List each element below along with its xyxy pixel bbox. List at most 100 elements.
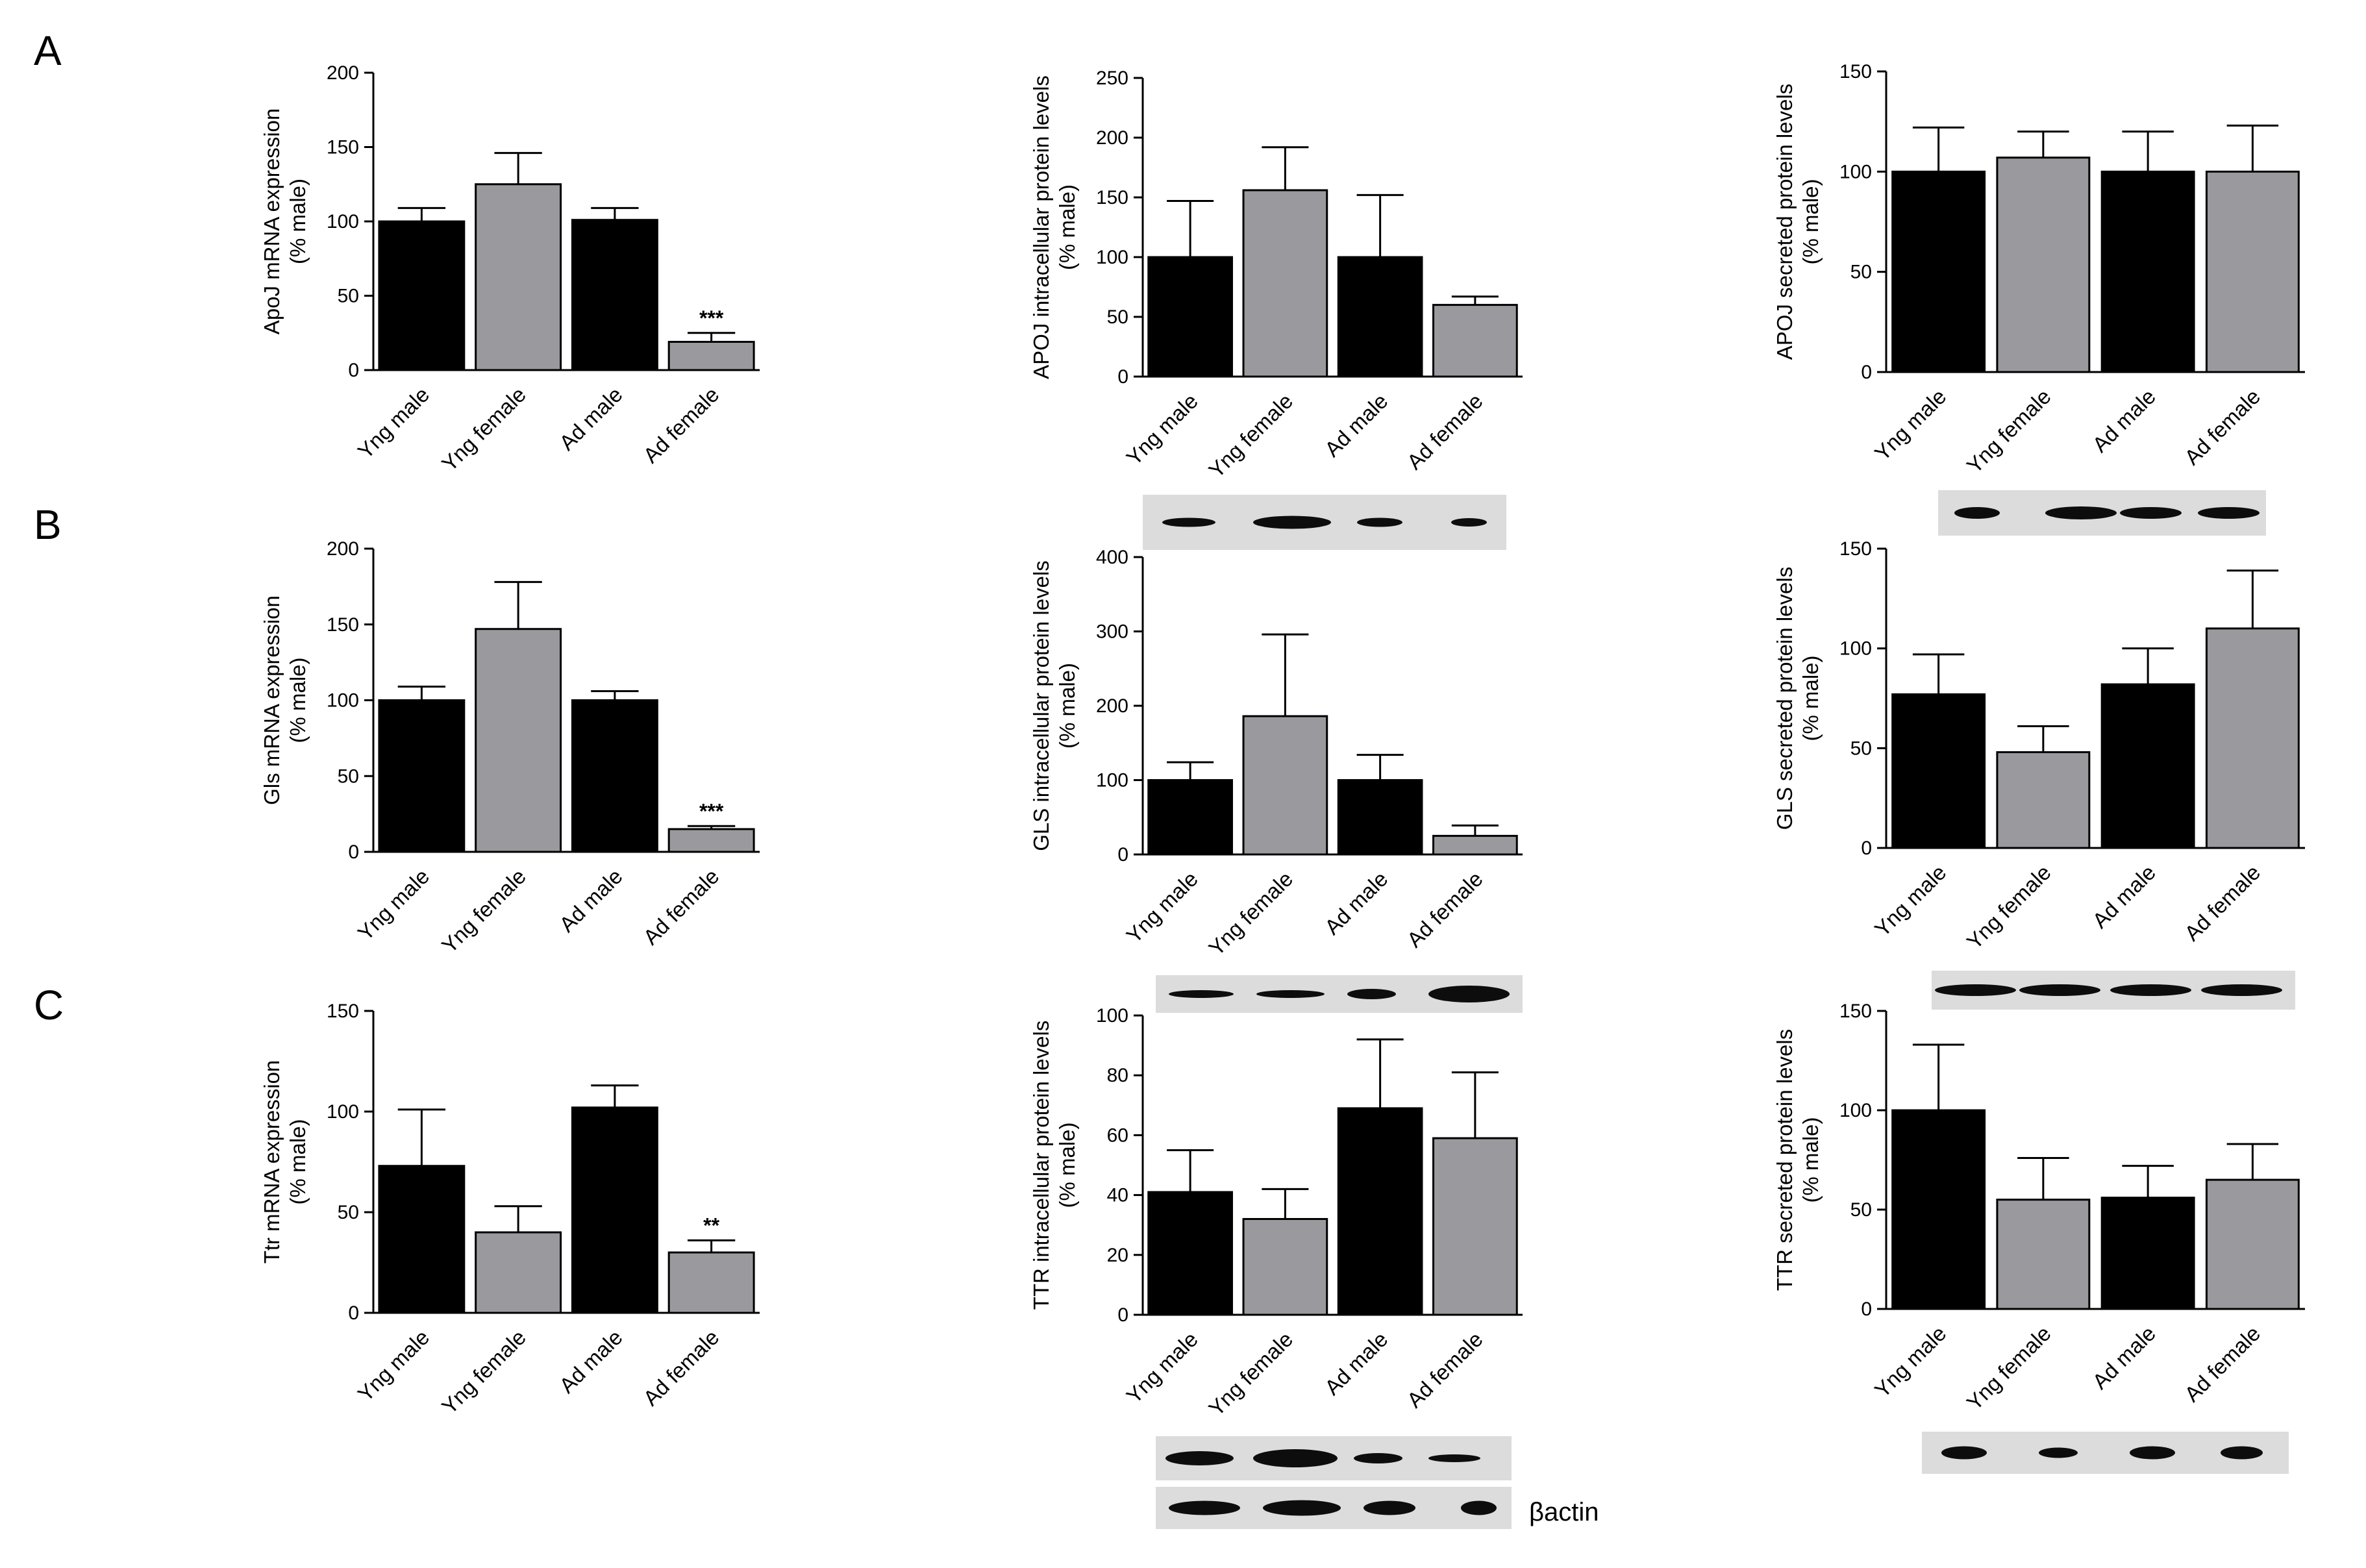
- y-tick-label: 0: [1117, 844, 1128, 865]
- x-tick-label: Ad female: [638, 864, 723, 949]
- y-tick-label: 50: [1850, 262, 1872, 283]
- bar-yng-male: [1147, 256, 1233, 378]
- chart-a1: 0 50 100 150 200 ApoJ mRNA expression(% male)…: [260, 62, 760, 476]
- y-axis-label: APOJ intracellular protein levels(% male…: [1029, 75, 1079, 379]
- x-tick-label: Yng female: [437, 864, 530, 958]
- bar-yng-male: [378, 220, 466, 371]
- blot-band: [1162, 517, 1215, 527]
- x-tick-label: Ad male: [1320, 867, 1393, 940]
- bar-yng-male: [378, 699, 466, 853]
- bar-ad-female: [667, 1251, 755, 1314]
- y-tick-label: 0: [1117, 366, 1128, 388]
- y-tick-label: 0: [348, 841, 359, 863]
- y-axis-label: GLS intracellular protein levels(% male): [1029, 560, 1079, 851]
- blot-band: [1451, 518, 1487, 527]
- y-axis-label: GLS secreted protein levels(% male): [1773, 567, 1823, 830]
- x-tick-label: Yng male: [1870, 1321, 1951, 1402]
- y-tick-label: 100: [1839, 638, 1872, 660]
- chart-a3: 0 50 100 150 APOJ secreted protein levels(% …: [1773, 61, 2305, 478]
- x-tick-label: Ad female: [2180, 1321, 2265, 1406]
- x-tick-label: Yng female: [1962, 860, 2056, 954]
- bar-yng-male: [1891, 170, 1986, 373]
- significance-marker: ***: [699, 306, 724, 330]
- bar-yng-male: [378, 1165, 466, 1314]
- bar-yng-male: [1147, 779, 1233, 856]
- bar-yng-male: [1891, 693, 1986, 849]
- panel-label-a: A: [34, 27, 62, 74]
- chart-b2: 0 100 200 300 400 GLS intracellular protein l…: [1029, 547, 1523, 960]
- blot-band: [2019, 984, 2100, 996]
- x-tick-label: Yng male: [353, 864, 434, 945]
- chart-c3: 0 50 100 150 TTR secreted protein levels(% m…: [1773, 1001, 2305, 1415]
- blot-band: [1461, 1500, 1497, 1515]
- y-tick-label: 100: [1096, 247, 1128, 268]
- bar-yng-female: [1996, 156, 2091, 373]
- bar-ad-female: [1432, 834, 1518, 856]
- y-tick-label: 150: [327, 614, 359, 636]
- y-tick-label: 0: [348, 1302, 359, 1324]
- blot-band: [2045, 506, 2117, 519]
- y-tick-label: 50: [1850, 1199, 1872, 1221]
- y-axis-label: TTR secreted protein levels(% male): [1773, 1029, 1823, 1291]
- y-axis-label: Ttr mRNA expression(% male): [260, 1060, 310, 1264]
- blot-band: [2039, 1447, 2078, 1458]
- blot-apoj-secreted: [1938, 490, 2266, 536]
- panel-label-c: C: [34, 982, 64, 1028]
- bar-yng-female: [475, 1231, 562, 1314]
- x-tick-label: Ad female: [638, 382, 723, 467]
- x-tick-label: Yng male: [353, 382, 434, 464]
- x-tick-label: Yng female: [437, 382, 530, 476]
- x-tick-label: Yng male: [1121, 867, 1202, 948]
- bar-yng-male: [1891, 1109, 1986, 1310]
- blot-band: [2198, 507, 2260, 519]
- y-tick-label: 100: [327, 1101, 359, 1123]
- panel-label-b: B: [34, 501, 62, 548]
- chart-c2: 0 20 40 60 80 100 TTR intracellular protein le…: [1029, 1005, 1523, 1421]
- blot-band: [1357, 517, 1402, 527]
- bar-ad-male: [1337, 779, 1423, 856]
- x-tick-label: Yng male: [353, 1325, 434, 1406]
- y-tick-label: 0: [348, 360, 359, 381]
- bar-ad-female: [667, 340, 755, 371]
- y-tick-label: 60: [1107, 1125, 1128, 1146]
- bar-ad-male: [571, 699, 658, 853]
- bar-ad-male: [1337, 256, 1423, 378]
- bar-yng-female: [475, 183, 562, 371]
- x-tick-label: Yng male: [1870, 384, 1951, 466]
- blot-band: [1354, 1453, 1402, 1463]
- blot-band: [1428, 986, 1510, 1002]
- blot-band: [2201, 984, 2282, 996]
- y-tick-label: 0: [1861, 362, 1872, 383]
- y-axis-label: ApoJ mRNA expression(% male): [260, 108, 310, 334]
- blot-band: [1263, 1500, 1341, 1516]
- y-tick-label: 400: [1096, 547, 1128, 568]
- x-tick-label: Ad male: [1320, 1327, 1393, 1400]
- beta-actin-label: βactin: [1529, 1498, 1599, 1526]
- bar-ad-male: [571, 1106, 658, 1314]
- bar-yng-female: [1242, 1217, 1328, 1316]
- blot-band: [2110, 984, 2191, 996]
- blot-band: [1364, 1500, 1415, 1515]
- y-tick-label: 100: [1096, 1005, 1128, 1027]
- y-tick-label: 150: [327, 137, 359, 158]
- bar-ad-female: [2205, 1178, 2300, 1310]
- bar-ad-male: [571, 219, 658, 371]
- x-tick-label: Ad male: [554, 382, 627, 455]
- y-axis-label: APOJ secreted protein levels(% male): [1773, 84, 1823, 360]
- bar-yng-female: [475, 628, 562, 853]
- blot-band: [1253, 1449, 1338, 1467]
- chart-b3: 0 50 100 150 GLS secreted protein levels(% m…: [1773, 538, 2305, 954]
- y-tick-label: 200: [1096, 695, 1128, 717]
- x-tick-label: Ad male: [2087, 384, 2160, 457]
- bar-yng-female: [1242, 715, 1328, 856]
- y-axis-label: TTR intracellular protein levels(% male): [1029, 1021, 1079, 1310]
- x-tick-label: Yng female: [1962, 1321, 2056, 1415]
- y-tick-label: 50: [338, 286, 359, 307]
- x-tick-label: Ad male: [554, 1325, 627, 1398]
- y-tick-label: 100: [327, 211, 359, 232]
- bar-ad-male: [2100, 1197, 2195, 1310]
- bar-yng-female: [1242, 189, 1328, 378]
- y-tick-label: 200: [1096, 127, 1128, 149]
- x-tick-label: Yng female: [1204, 389, 1297, 482]
- y-tick-label: 0: [1861, 838, 1872, 859]
